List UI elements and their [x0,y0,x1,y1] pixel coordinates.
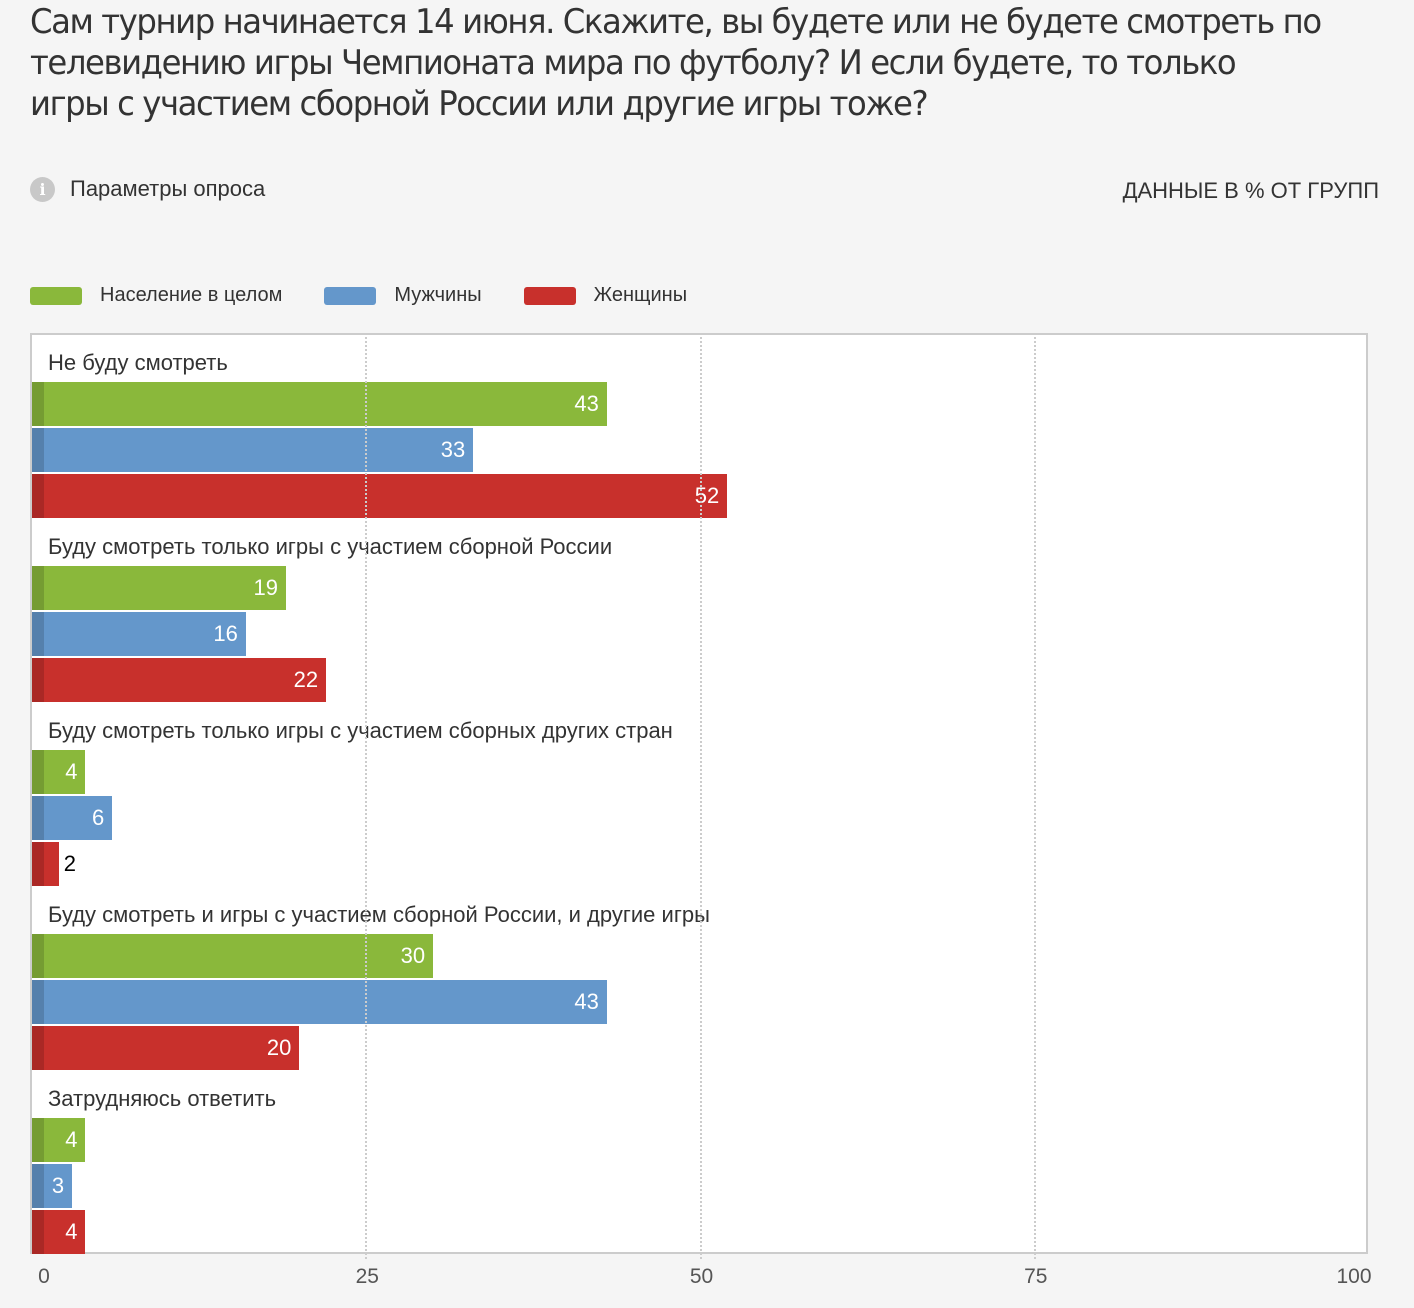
bar-value-label: 30 [400,943,426,968]
x-tick-label: 50 [689,1265,714,1288]
info-icon: i [30,176,55,202]
legend-item: Население в целом [30,284,282,307]
bar-value-label: 52 [694,483,720,508]
legend-item: Мужчины [324,284,482,307]
legend-swatch [324,286,377,305]
bar-value-label: 2 [63,851,76,876]
units-label: ДАННЫЕ В % ОТ ГРУПП [1122,178,1379,203]
category-label: Буду смотреть только игры с участием сбо… [48,534,613,559]
bar [32,980,607,1024]
x-tick-label: 0 [38,1265,50,1288]
legend-label: Женщины [593,284,688,306]
bar [32,428,474,472]
bar-value-label: 4 [65,1127,78,1152]
bar-value-label: 6 [91,805,105,830]
survey-params-link[interactable]: i Параметры опроса [30,176,265,202]
x-tick-label: 100 [1336,1265,1372,1288]
bar-value-label: 43 [574,989,599,1014]
bar [32,382,607,426]
bar [32,1164,73,1208]
x-tick-label: 75 [1024,1265,1048,1288]
bar [32,796,113,840]
gridline [1033,333,1036,1259]
bar [32,750,86,794]
legend-swatch [523,286,576,305]
legend-item: Женщины [523,284,688,307]
bar-value-label: 16 [213,621,238,646]
bar [32,612,246,656]
bar-value-label: 33 [440,437,466,462]
bar [32,842,59,886]
bar-value-label: 3 [51,1173,65,1198]
bar-value-label: 4 [65,759,78,784]
category-label: Буду смотреть и игры с участием сборной … [48,902,710,927]
bar [32,1118,86,1162]
question-title: Сам турнир начинается 14 июня. Скажите, … [30,2,1322,124]
bar [32,474,728,518]
gridline [699,333,702,1259]
legend-label: Население в целом [100,284,283,306]
bar-value-label: 43 [574,391,599,416]
x-tick-label: 25 [355,1265,379,1288]
bar-value-label: 20 [266,1035,292,1060]
params-label: Параметры опроса [70,176,266,201]
bar [32,1026,300,1070]
category-label: Не буду смотреть [48,350,228,375]
bar [32,1210,86,1254]
bar [32,566,287,610]
category-label: Затрудняюсь ответить [48,1086,277,1111]
bar-value-label: 22 [293,667,319,692]
legend-swatch [30,286,82,305]
legend: Население в целом Мужчины Женщины [30,284,729,307]
bar-value-label: 19 [253,575,279,600]
legend-label: Мужчины [394,284,482,306]
gridline [365,333,368,1259]
bar [32,934,434,978]
category-label: Буду смотреть только игры с участием сбо… [48,718,673,743]
bar [32,658,327,702]
bar-value-label: 4 [65,1219,78,1244]
